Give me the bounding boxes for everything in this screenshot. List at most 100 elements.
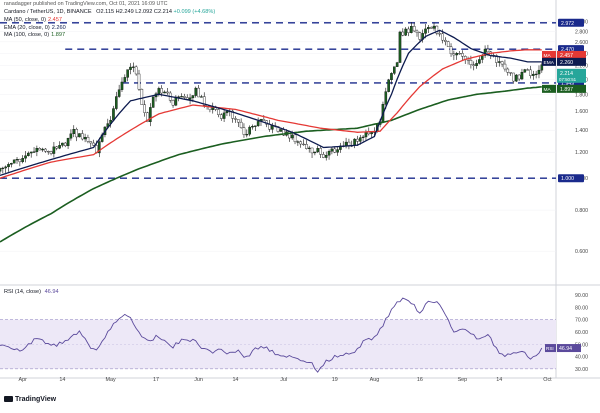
candle-body <box>183 96 186 98</box>
time-axis-label: Jun <box>194 377 203 383</box>
indicator-ma50[interactable]: MA (50, close, 0) 2.457 <box>4 17 62 24</box>
price-badge <box>557 50 586 59</box>
candle-body <box>520 72 524 80</box>
candle-body <box>461 53 464 57</box>
indicator-ma100-label: MA (100, close, 0) <box>4 32 50 38</box>
candle-body <box>225 111 229 114</box>
candle-body <box>32 151 36 153</box>
publisher-line: ranadagger published on TradingView.com,… <box>4 1 168 7</box>
time-axis-label: 19 <box>332 377 338 383</box>
candle-body <box>171 100 175 106</box>
candle-body <box>222 112 226 119</box>
time-axis-label: 14 <box>496 377 502 383</box>
candle-body <box>112 108 115 121</box>
candle-body <box>10 163 13 165</box>
candle-body <box>52 146 56 154</box>
time-axis-label: Oct <box>543 377 552 383</box>
rsi-line <box>0 297 543 373</box>
candle-body <box>310 147 314 154</box>
indicator-ma100-value: 1.897 <box>51 32 66 38</box>
candle-body <box>72 129 76 135</box>
candle-body <box>123 77 127 83</box>
candle-body <box>435 25 439 34</box>
candle-body <box>279 129 283 132</box>
candle-body <box>412 26 416 32</box>
candle-body <box>149 107 152 122</box>
candle-body <box>324 155 328 158</box>
candle-body <box>7 164 10 168</box>
time-axis-label: 14 <box>232 377 238 383</box>
candle-body <box>330 148 334 152</box>
rsi-tick-label: 40.00 <box>575 355 588 361</box>
candle-body <box>509 72 512 74</box>
candle-body <box>21 158 24 163</box>
price-badge <box>557 57 586 66</box>
candle-body <box>483 48 487 56</box>
candle-body <box>115 96 118 109</box>
price-badge-value: 2.457 <box>560 53 573 59</box>
candle-body <box>97 141 101 154</box>
candle-body <box>472 64 476 66</box>
candle-body <box>384 91 388 105</box>
candle-body <box>12 159 16 164</box>
candle-body <box>393 66 396 74</box>
candle-body <box>151 96 155 108</box>
candle-body <box>140 89 144 105</box>
rsi-badge <box>557 344 581 353</box>
price-tick-label: 2.600 <box>575 40 588 46</box>
candle-body <box>307 147 311 149</box>
tradingview-logo[interactable]: TradingView <box>4 396 56 403</box>
candle-body <box>41 148 44 151</box>
candle-body <box>424 28 427 34</box>
candle-body <box>276 126 280 132</box>
price-badge-tag <box>542 57 556 66</box>
indicator-ema20[interactable]: EMA (20, close, 0) 2.260 <box>4 25 66 32</box>
candle-body <box>534 73 538 76</box>
time-axis-label: 17 <box>153 377 159 383</box>
candle-body <box>404 28 407 36</box>
rsi-tick-label: 50.00 <box>575 342 588 348</box>
candle-body <box>234 118 237 120</box>
rsi-badge-tag-text: RSI <box>546 346 554 351</box>
candle-body <box>361 136 365 138</box>
indicator-ema20-label: EMA (20, close, 0) <box>4 24 50 31</box>
candle-body <box>333 148 337 153</box>
rsi-tick-label: 30.00 <box>575 367 588 373</box>
candle-body <box>75 129 78 138</box>
price-tick-label: 1.600 <box>575 109 588 115</box>
chart-title-line: Cardano / TetherUS, 1D, BINANCE O2.115 H… <box>4 9 215 16</box>
candle-body <box>358 137 362 142</box>
candle-body <box>500 61 504 65</box>
candle-body <box>390 73 393 81</box>
rsi-header[interactable]: RSI (14, close) 46.94 <box>4 289 59 296</box>
candle-body <box>503 63 507 70</box>
candle-body <box>27 152 30 156</box>
candle-body <box>188 97 192 100</box>
candle-body <box>78 133 81 138</box>
indicator-ma100[interactable]: MA (100, close, 0) 1.897 <box>4 32 65 39</box>
candle-body <box>4 166 7 169</box>
candle-body <box>486 48 490 53</box>
rsi-tick-label: 90.00 <box>575 293 588 299</box>
price-tick-label: 1.400 <box>575 128 588 134</box>
candle-body <box>248 126 251 135</box>
rsi-value: 46.94 <box>44 289 59 295</box>
candle-body <box>398 31 402 63</box>
candle-body <box>180 96 183 98</box>
price-badge-tag-text: MA <box>544 87 552 93</box>
candle-body <box>1 167 5 170</box>
candle-body <box>418 32 422 40</box>
candle-body <box>202 96 206 106</box>
candle-body <box>137 73 141 90</box>
symbol-title: Cardano / TetherUS, 1D, BINANCE <box>4 9 92 15</box>
candle-body <box>132 66 135 68</box>
candle-body <box>478 59 481 64</box>
candle-body <box>86 137 90 142</box>
candle-body <box>529 69 532 76</box>
price-tick-label: 1.200 <box>575 150 588 156</box>
price-badge-value: 2.214 <box>560 71 573 77</box>
candle-body <box>305 144 308 149</box>
tradingview-logo-text: TradingView <box>15 396 57 403</box>
level-label: 2.972 <box>561 21 574 27</box>
